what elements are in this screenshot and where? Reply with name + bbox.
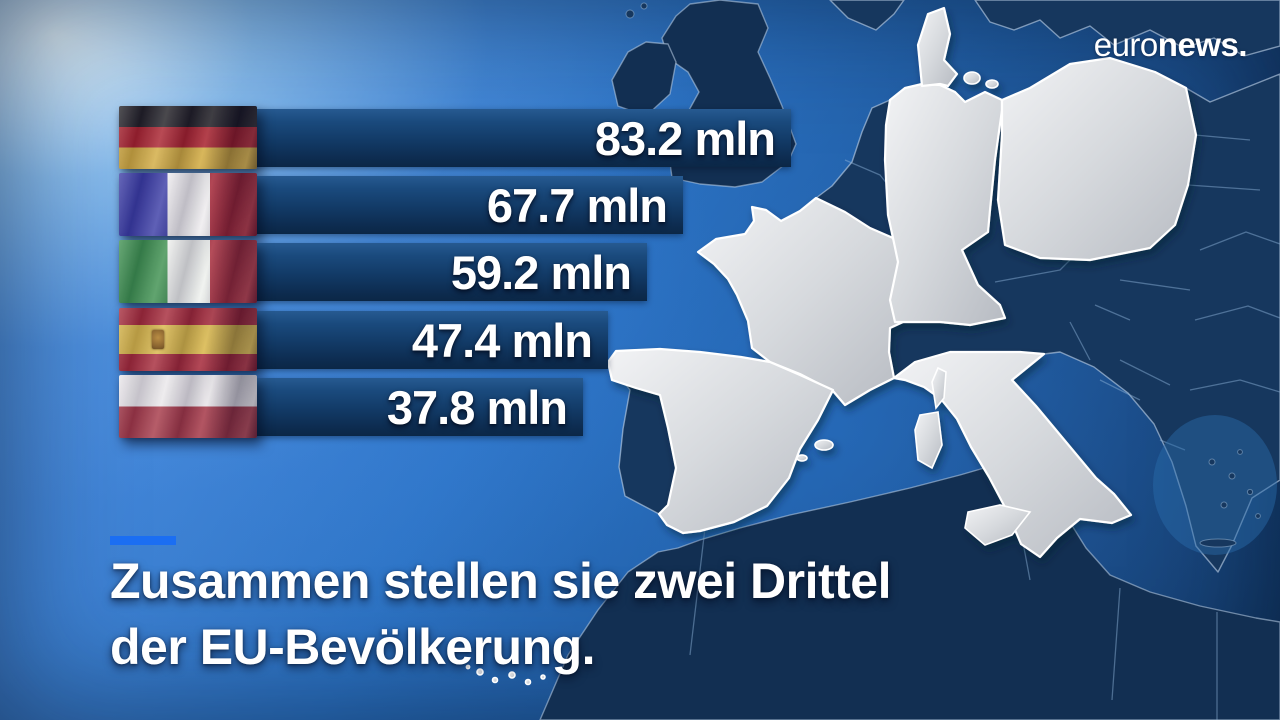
country-italy xyxy=(892,350,1133,559)
poland-flag-icon xyxy=(119,375,257,438)
mallorca-island xyxy=(814,439,834,451)
danish-island xyxy=(985,79,999,89)
border-lines-balkans xyxy=(1069,304,1186,451)
france-flag-icon xyxy=(119,173,257,236)
population-row-germany: 83.2 mln xyxy=(119,106,791,169)
caption-line-2: der EU-Bevölkerung. xyxy=(110,619,596,675)
population-row-spain: 47.4 mln xyxy=(119,308,608,371)
population-value-france: 67.7 mln xyxy=(486,178,668,232)
sweden-coast xyxy=(974,0,1280,57)
danish-island xyxy=(963,71,981,85)
country-denmark xyxy=(916,6,959,88)
country-germany xyxy=(883,82,1007,327)
country-ireland xyxy=(611,41,677,117)
population-row-italy: 59.2 mln xyxy=(119,240,647,303)
corsica-island xyxy=(931,366,947,410)
euronews-logo-dot: . xyxy=(1238,26,1247,63)
country-poland xyxy=(996,56,1198,262)
caption-line-1: Zusammen stellen sie zwei Drittel xyxy=(110,553,892,609)
caption-text: Zusammen stellen sie zwei Drittel der EU… xyxy=(110,548,892,680)
population-value-italy: 59.2 mln xyxy=(450,245,632,299)
sardinia-island xyxy=(914,411,943,470)
border-lines-east-europe xyxy=(1119,134,1280,393)
euronews-logo-euro: euro xyxy=(1093,26,1159,63)
euronews-logo-news: news xyxy=(1157,26,1239,63)
aegean-islands xyxy=(1199,449,1261,548)
italy-flag-icon xyxy=(119,240,257,303)
caption-accent-dash xyxy=(110,536,176,545)
sicily-island xyxy=(964,504,1032,546)
population-value-poland: 37.8 mln xyxy=(386,380,568,434)
spain-flag-icon xyxy=(119,308,257,371)
population-value-germany: 83.2 mln xyxy=(594,111,776,165)
hebrides-islet xyxy=(625,9,635,19)
canary-islands xyxy=(465,664,546,686)
population-value-spain: 47.4 mln xyxy=(411,313,593,367)
population-row-poland: 37.8 mln xyxy=(119,375,583,438)
country-spain xyxy=(606,347,835,535)
population-row-france: 67.7 mln xyxy=(119,173,683,236)
norway-coast xyxy=(829,0,905,31)
aegean-sea xyxy=(1153,415,1277,555)
germany-flag-icon xyxy=(119,106,257,169)
euronews-logo: euronews. xyxy=(1093,26,1248,64)
hebrides-islet xyxy=(640,2,648,10)
crete-island xyxy=(1199,538,1237,548)
ibiza-island xyxy=(796,454,808,462)
